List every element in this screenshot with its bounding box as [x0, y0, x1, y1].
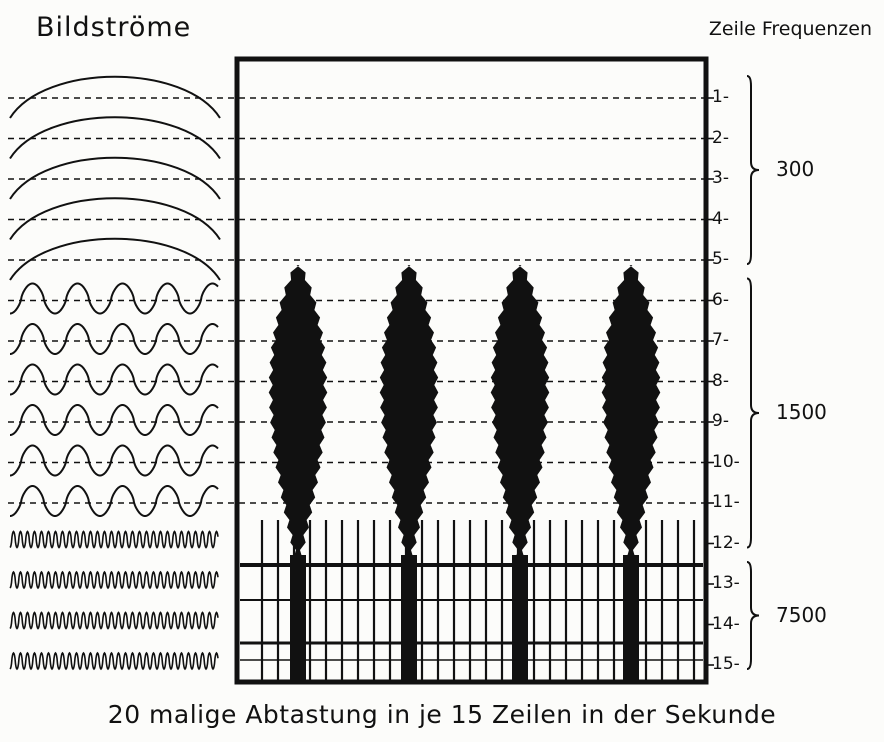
image-currents-heading: Bildströme	[36, 12, 192, 43]
tree-crown	[379, 265, 439, 565]
line-number: 14-	[712, 613, 740, 634]
line-number: 5-	[712, 249, 729, 269]
line-number: 3-	[712, 168, 729, 188]
image-current-waveforms	[9, 75, 221, 671]
image-frame	[234, 56, 709, 685]
tree-crown	[268, 265, 328, 565]
line-number: 13-	[712, 573, 740, 593]
line-frequency-header: Zeile Frequenzen	[708, 18, 872, 40]
line-number: 2-	[712, 127, 729, 148]
line-number: 6-	[712, 289, 729, 310]
frequency-value: 1500	[776, 400, 827, 424]
fast-waveform	[9, 651, 219, 671]
medium-waveform	[10, 404, 219, 436]
line-number: 1-	[712, 87, 729, 107]
caption: 20 malige Abtastung in je 15 Zeilen in d…	[107, 700, 777, 729]
tree-trunk	[623, 555, 639, 680]
medium-waveform	[10, 485, 219, 517]
cypress-tree	[601, 265, 661, 680]
fast-waveform	[9, 570, 219, 590]
line-number: 7-	[712, 330, 729, 350]
line-number: 10-	[712, 451, 740, 472]
cypress-tree	[490, 265, 550, 680]
frequency-brace	[746, 75, 760, 265]
fast-waveform	[9, 611, 219, 630]
medium-waveform	[10, 444, 219, 477]
slow-waveform	[9, 237, 221, 281]
tree-crown	[490, 265, 550, 565]
tree-trunk	[290, 555, 306, 680]
fast-waveform	[9, 530, 219, 549]
cypress-trees	[268, 265, 661, 680]
line-number: 12-	[712, 532, 740, 553]
medium-waveform	[10, 363, 219, 396]
slow-waveform	[9, 197, 221, 241]
cypress-tree	[379, 265, 439, 680]
cypress-tree	[268, 265, 328, 680]
frequency-brace	[746, 277, 760, 549]
tree-trunk	[512, 555, 528, 680]
medium-waveform	[10, 282, 219, 315]
line-number: 9-	[712, 411, 729, 431]
tree-crown	[601, 265, 661, 565]
line-ticks	[706, 97, 714, 666]
slow-waveform	[9, 156, 221, 200]
slow-waveform	[9, 116, 221, 160]
frequency-value: 300	[776, 157, 815, 181]
slow-waveform	[9, 75, 221, 119]
tree-trunk	[401, 555, 417, 680]
scan-lines	[8, 97, 712, 504]
line-number: 11-	[712, 492, 740, 512]
frequency-value: 7500	[776, 602, 827, 627]
medium-waveform	[10, 323, 219, 355]
line-number: 4-	[712, 208, 729, 229]
frequency-brace	[746, 561, 760, 670]
line-number: 8-	[712, 370, 729, 391]
frequency-braces	[746, 75, 760, 670]
line-number: 15-	[712, 654, 740, 674]
